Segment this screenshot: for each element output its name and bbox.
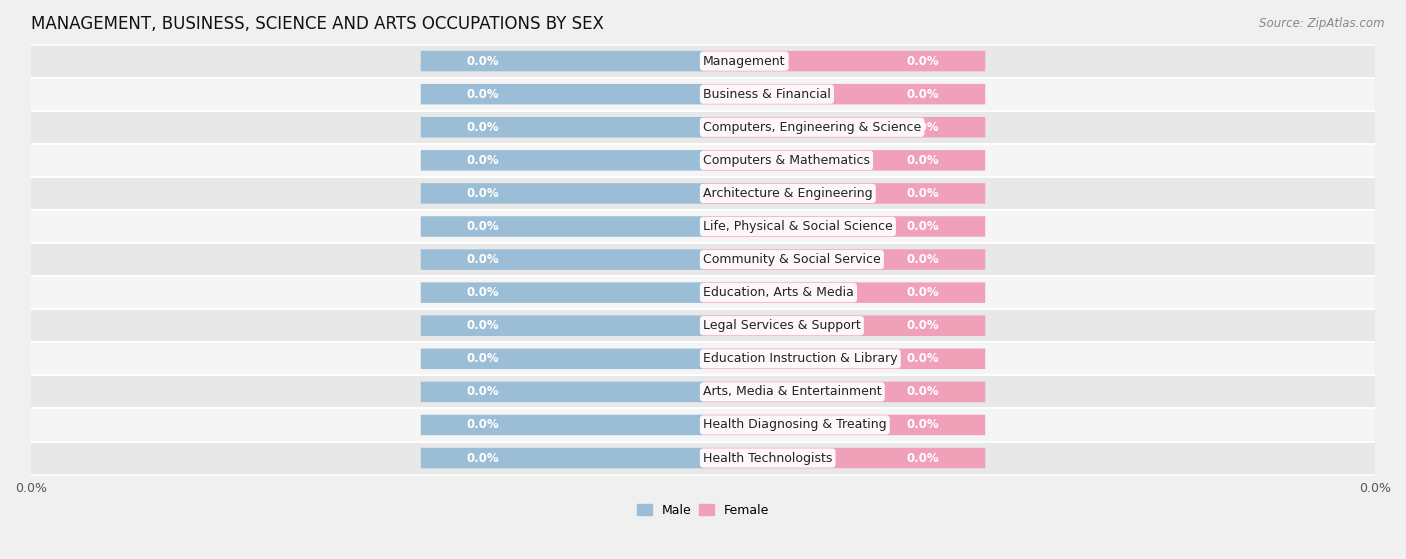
Text: 0.0%: 0.0%: [467, 286, 499, 299]
Text: MANAGEMENT, BUSINESS, SCIENCE AND ARTS OCCUPATIONS BY SEX: MANAGEMENT, BUSINESS, SCIENCE AND ARTS O…: [31, 15, 603, 33]
Text: 0.0%: 0.0%: [467, 187, 499, 200]
FancyBboxPatch shape: [703, 448, 986, 468]
Bar: [31, 375, 1375, 409]
Text: 0.0%: 0.0%: [907, 88, 939, 101]
FancyBboxPatch shape: [703, 249, 986, 270]
Bar: [31, 210, 1375, 243]
Text: Education, Arts & Media: Education, Arts & Media: [703, 286, 853, 299]
Text: 0.0%: 0.0%: [467, 452, 499, 465]
Text: 0.0%: 0.0%: [907, 220, 939, 233]
Legend: Male, Female: Male, Female: [631, 499, 775, 522]
Bar: [31, 309, 1375, 342]
FancyBboxPatch shape: [420, 216, 703, 237]
FancyBboxPatch shape: [420, 51, 703, 72]
Text: Architecture & Engineering: Architecture & Engineering: [703, 187, 873, 200]
FancyBboxPatch shape: [703, 51, 986, 72]
FancyBboxPatch shape: [420, 84, 703, 105]
FancyBboxPatch shape: [420, 315, 703, 336]
FancyBboxPatch shape: [703, 183, 986, 203]
FancyBboxPatch shape: [420, 183, 703, 203]
FancyBboxPatch shape: [703, 117, 986, 138]
Bar: [31, 144, 1375, 177]
Text: 0.0%: 0.0%: [907, 187, 939, 200]
Text: 0.0%: 0.0%: [907, 352, 939, 365]
FancyBboxPatch shape: [703, 349, 986, 369]
FancyBboxPatch shape: [420, 249, 703, 270]
Text: 0.0%: 0.0%: [907, 319, 939, 332]
Text: Computers & Mathematics: Computers & Mathematics: [703, 154, 870, 167]
FancyBboxPatch shape: [420, 117, 703, 138]
Text: 0.0%: 0.0%: [907, 452, 939, 465]
Bar: [31, 243, 1375, 276]
FancyBboxPatch shape: [420, 349, 703, 369]
Text: Source: ZipAtlas.com: Source: ZipAtlas.com: [1260, 17, 1385, 30]
Text: 0.0%: 0.0%: [467, 352, 499, 365]
Text: 0.0%: 0.0%: [467, 319, 499, 332]
Bar: [31, 78, 1375, 111]
FancyBboxPatch shape: [703, 216, 986, 237]
Bar: [31, 177, 1375, 210]
Text: Community & Social Service: Community & Social Service: [703, 253, 880, 266]
Bar: [31, 45, 1375, 78]
Text: Management: Management: [703, 55, 786, 68]
Bar: [31, 342, 1375, 375]
Text: 0.0%: 0.0%: [907, 286, 939, 299]
Text: 0.0%: 0.0%: [467, 55, 499, 68]
Text: Arts, Media & Entertainment: Arts, Media & Entertainment: [703, 385, 882, 399]
Text: Life, Physical & Social Science: Life, Physical & Social Science: [703, 220, 893, 233]
Text: 0.0%: 0.0%: [467, 121, 499, 134]
Text: 0.0%: 0.0%: [467, 88, 499, 101]
Bar: [31, 276, 1375, 309]
Text: 0.0%: 0.0%: [467, 253, 499, 266]
Text: Legal Services & Support: Legal Services & Support: [703, 319, 860, 332]
Text: 0.0%: 0.0%: [907, 385, 939, 399]
FancyBboxPatch shape: [420, 282, 703, 303]
Text: Business & Financial: Business & Financial: [703, 88, 831, 101]
Text: 0.0%: 0.0%: [467, 220, 499, 233]
Text: 0.0%: 0.0%: [467, 419, 499, 432]
FancyBboxPatch shape: [703, 382, 986, 402]
Text: Computers, Engineering & Science: Computers, Engineering & Science: [703, 121, 921, 134]
Bar: [31, 111, 1375, 144]
FancyBboxPatch shape: [703, 150, 986, 170]
FancyBboxPatch shape: [420, 150, 703, 170]
FancyBboxPatch shape: [703, 84, 986, 105]
FancyBboxPatch shape: [703, 415, 986, 435]
Text: 0.0%: 0.0%: [907, 253, 939, 266]
FancyBboxPatch shape: [703, 315, 986, 336]
Text: Education Instruction & Library: Education Instruction & Library: [703, 352, 897, 365]
FancyBboxPatch shape: [420, 415, 703, 435]
Text: 0.0%: 0.0%: [907, 55, 939, 68]
Text: 0.0%: 0.0%: [907, 154, 939, 167]
Bar: [31, 442, 1375, 475]
Text: Health Diagnosing & Treating: Health Diagnosing & Treating: [703, 419, 887, 432]
Text: 0.0%: 0.0%: [907, 121, 939, 134]
FancyBboxPatch shape: [420, 382, 703, 402]
Text: 0.0%: 0.0%: [907, 419, 939, 432]
FancyBboxPatch shape: [420, 448, 703, 468]
Text: 0.0%: 0.0%: [467, 385, 499, 399]
Text: 0.0%: 0.0%: [467, 154, 499, 167]
Text: Health Technologists: Health Technologists: [703, 452, 832, 465]
Bar: [31, 409, 1375, 442]
FancyBboxPatch shape: [703, 282, 986, 303]
